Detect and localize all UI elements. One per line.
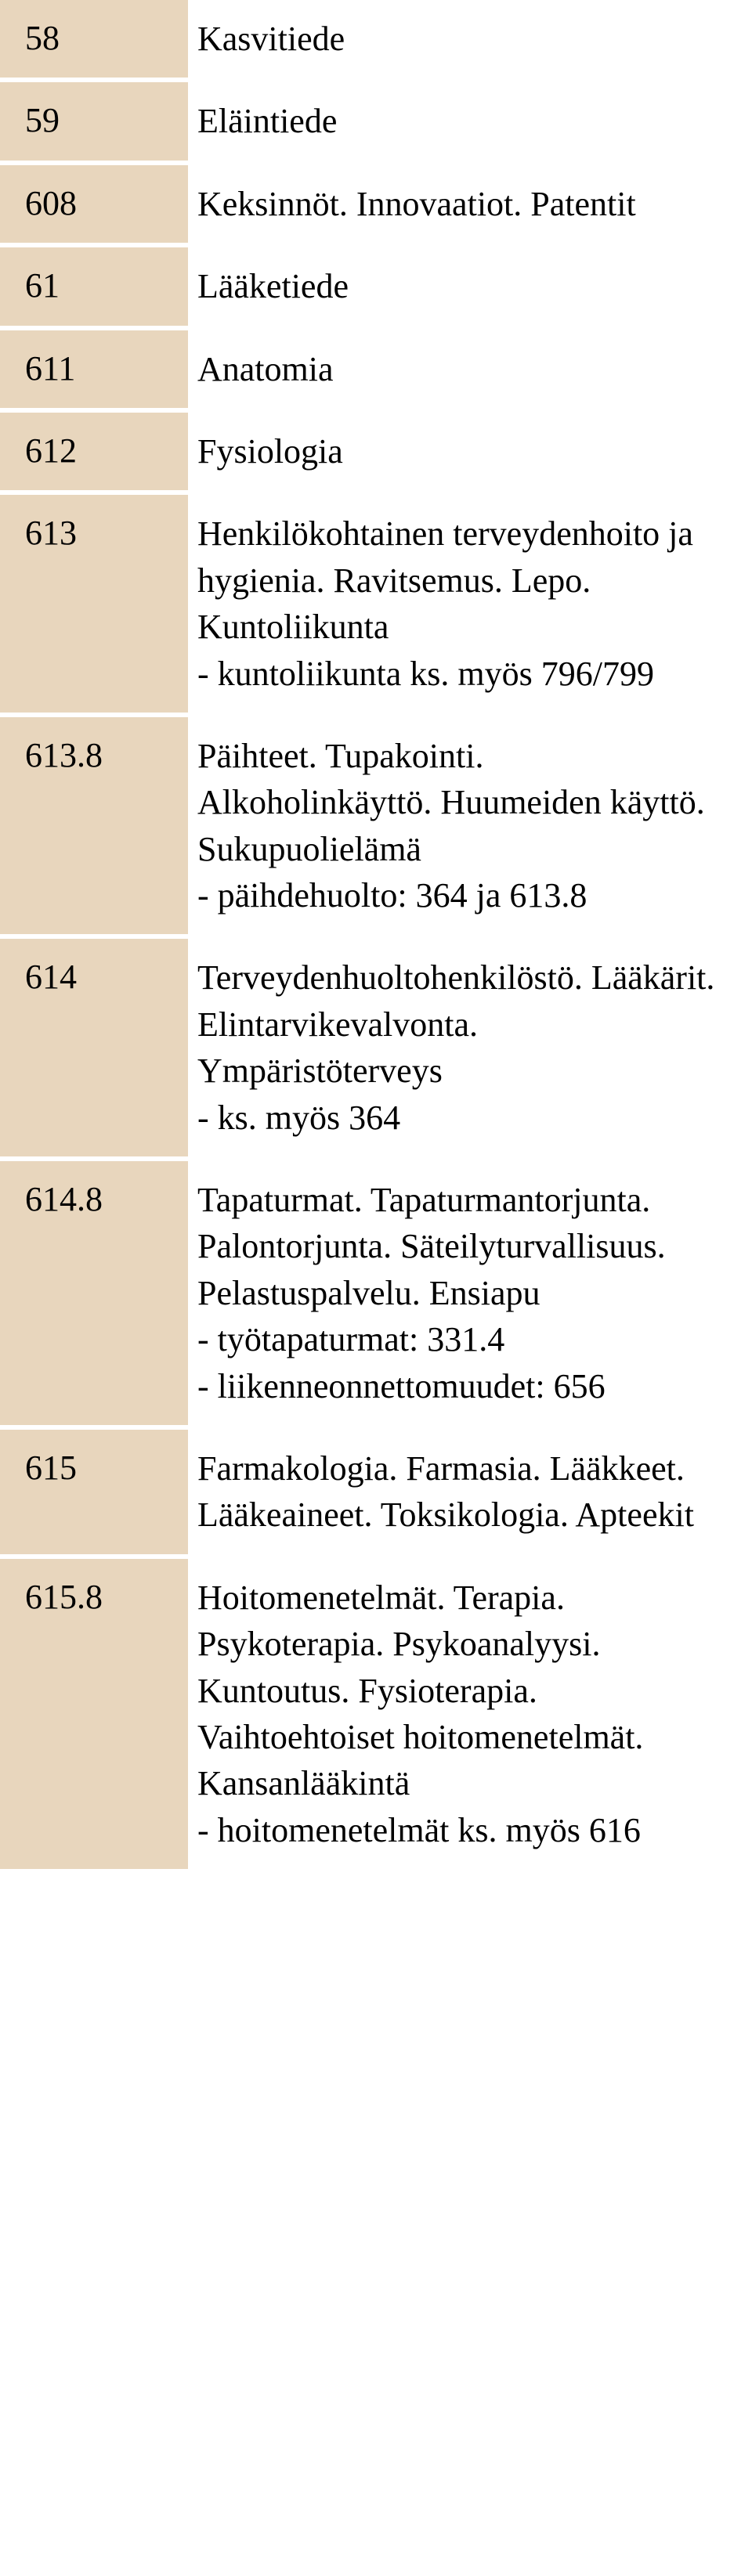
- desc-cell: Kasvitiede: [188, 0, 752, 78]
- table-row: 613.8Päihteet. Tupakointi. Alkoholinkäyt…: [0, 717, 752, 940]
- code-cell: 613.8: [0, 717, 188, 935]
- desc-cell: Farmakologia. Farmasia. Lääkkeet. Lääkea…: [188, 1430, 752, 1554]
- desc-cell: Fysiologia: [188, 413, 752, 490]
- table-row: 611Anatomia: [0, 330, 752, 413]
- code-cell: 611: [0, 330, 188, 408]
- desc-cell: Anatomia: [188, 330, 752, 408]
- code-cell: 612: [0, 413, 188, 490]
- table-row: 613Henkilökohtainen terveydenhoito ja hy…: [0, 495, 752, 717]
- code-cell: 608: [0, 165, 188, 243]
- desc-cell: Hoitomenetelmät. Terapia. Psykoterapia. …: [188, 1559, 752, 1869]
- code-cell: 58: [0, 0, 188, 78]
- desc-cell: Eläintiede: [188, 82, 752, 160]
- table-row: 615Farmakologia. Farmasia. Lääkkeet. Lää…: [0, 1430, 752, 1559]
- table-row: 615.8Hoitomenetelmät. Terapia. Psykotera…: [0, 1559, 752, 1874]
- table-row: 608Keksinnöt. Innovaatiot. Patentit: [0, 165, 752, 247]
- table-row: 614.8Tapaturmat. Tapaturmantorjunta. Pal…: [0, 1161, 752, 1430]
- desc-cell: Lääketiede: [188, 247, 752, 325]
- desc-cell: Henkilökohtainen terveydenhoito ja hygie…: [188, 495, 752, 713]
- desc-cell: Tapaturmat. Tapaturmantorjunta. Palontor…: [188, 1161, 752, 1425]
- classification-table: 58Kasvitiede59Eläintiede608Keksinnöt. In…: [0, 0, 752, 1874]
- code-cell: 614.8: [0, 1161, 188, 1425]
- table-row: 61Lääketiede: [0, 247, 752, 330]
- code-cell: 615.8: [0, 1559, 188, 1869]
- code-cell: 614: [0, 939, 188, 1156]
- table-row: 614Terveydenhuoltohenkilöstö. Lääkärit. …: [0, 939, 752, 1161]
- table-row: 612Fysiologia: [0, 413, 752, 495]
- desc-cell: Keksinnöt. Innovaatiot. Patentit: [188, 165, 752, 243]
- desc-cell: Terveydenhuoltohenkilöstö. Lääkärit. Eli…: [188, 939, 752, 1156]
- code-cell: 59: [0, 82, 188, 160]
- code-cell: 61: [0, 247, 188, 325]
- table-row: 58Kasvitiede: [0, 0, 752, 82]
- code-cell: 613: [0, 495, 188, 713]
- table-row: 59Eläintiede: [0, 82, 752, 164]
- code-cell: 615: [0, 1430, 188, 1554]
- desc-cell: Päihteet. Tupakointi. Alkoholinkäyttö. H…: [188, 717, 752, 935]
